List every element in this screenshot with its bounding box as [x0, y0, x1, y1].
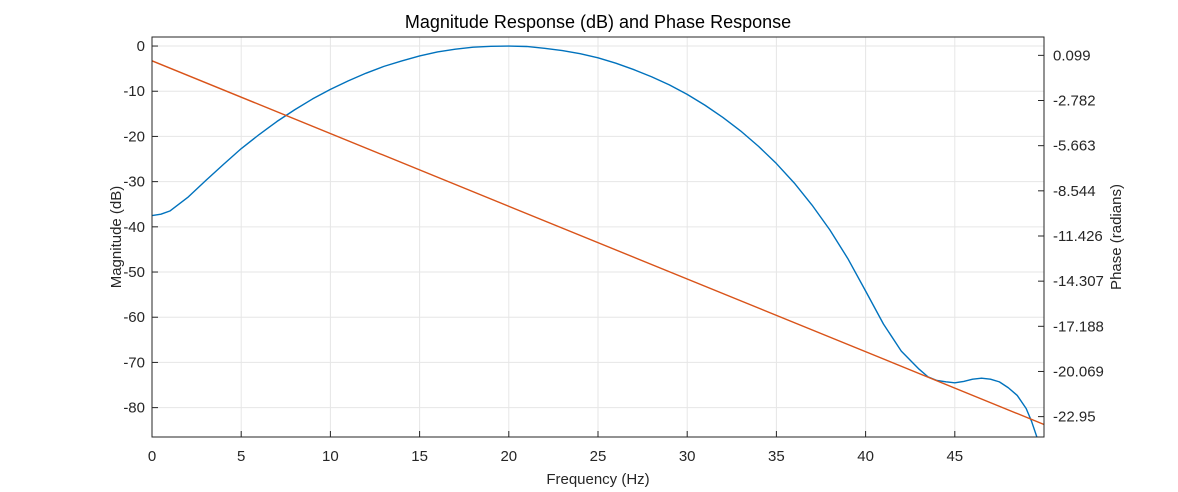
x-tick-label: 30	[679, 448, 696, 465]
left-y-tick-label: -10	[123, 83, 145, 100]
x-tick-label: 5	[237, 448, 245, 465]
x-axis-ticks: 0 5 10 15 20 25 30 35 40 45	[148, 431, 963, 465]
x-axis-label: Frequency (Hz)	[546, 471, 649, 488]
x-tick-label: 40	[857, 448, 874, 465]
x-gridlines	[151, 37, 956, 437]
y-gridlines	[152, 45, 1044, 409]
left-y-tick-label: -40	[123, 219, 145, 236]
left-y-tick-label: -70	[123, 354, 145, 371]
right-y-tick-label: -8.544	[1053, 183, 1096, 200]
left-y-tick-label: -60	[123, 309, 145, 326]
right-y-tick-label: -5.663	[1053, 138, 1096, 155]
right-y-tick-label: -22.95	[1053, 409, 1096, 426]
x-tick-label: 45	[946, 448, 963, 465]
x-tick-label: 25	[590, 448, 607, 465]
left-axis-ticks: 0 -10 -20 -30 -40 -50 -60 -70 -80	[123, 38, 158, 417]
right-y-tick-label: 0.099	[1053, 47, 1091, 64]
magnitude-series-line	[152, 45, 1038, 437]
right-axis-label: Phase (radians)	[1108, 184, 1125, 290]
left-y-tick-label: -20	[123, 128, 145, 145]
chart-title: Magnitude Response (dB) and Phase Respon…	[405, 12, 791, 32]
x-tick-label: 20	[500, 448, 517, 465]
right-y-tick-label: -20.069	[1053, 363, 1104, 380]
right-y-tick-label: -2.782	[1053, 93, 1096, 110]
left-y-tick-label: -30	[123, 174, 145, 191]
x-tick-label: 0	[148, 448, 156, 465]
x-tick-label: 10	[322, 448, 339, 465]
left-y-tick-label: 0	[137, 38, 145, 55]
left-y-tick-label: -80	[123, 400, 145, 417]
phase-series-line	[152, 60, 1044, 426]
right-y-tick-label: -14.307	[1053, 273, 1104, 290]
series-layer	[152, 45, 1044, 437]
right-axis-ticks: 0.099 -2.782 -5.663 -8.544 -11.426 -14.307 -17…	[1038, 47, 1104, 426]
x-tick-label: 35	[768, 448, 785, 465]
x-tick-label: 15	[411, 448, 428, 465]
right-y-tick-label: -11.426	[1053, 228, 1103, 245]
left-y-tick-label: -50	[123, 264, 145, 281]
left-axis-label: Magnitude (dB)	[108, 186, 125, 289]
right-y-tick-label: -17.188	[1053, 318, 1104, 335]
